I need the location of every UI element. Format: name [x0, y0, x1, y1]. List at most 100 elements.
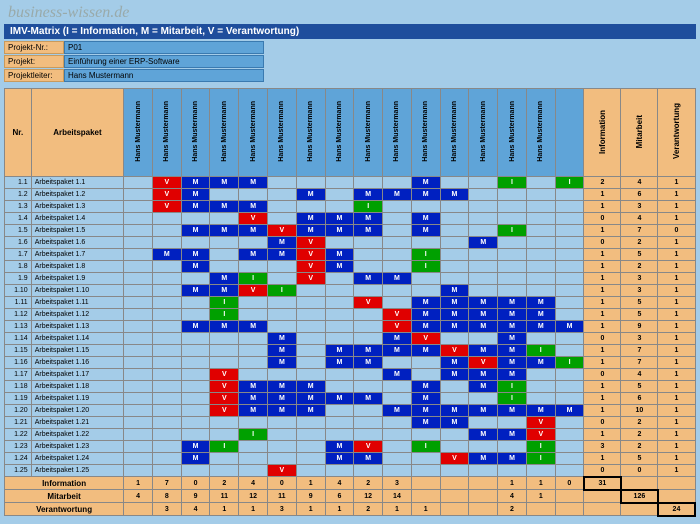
cell [411, 285, 440, 297]
cell [239, 261, 268, 273]
cell: V [210, 393, 239, 405]
leader-label: Projektleiter: [4, 69, 64, 82]
cell-nr: 1.23 [5, 441, 32, 453]
cell: V [268, 225, 297, 237]
table-row: 1.8Arbeitspaket 1.8MVMI121 [5, 261, 696, 273]
cell [239, 369, 268, 381]
cell-row-summary: 3 [621, 285, 658, 297]
cell: M [354, 273, 383, 285]
cell-nr: 1.6 [5, 237, 32, 249]
cell [124, 189, 153, 201]
cell-row-summary: 5 [621, 249, 658, 261]
cell: M [296, 213, 325, 225]
cell: I [210, 441, 239, 453]
cell [239, 417, 268, 429]
footer-total [621, 503, 658, 516]
cell [124, 309, 153, 321]
cell [411, 369, 440, 381]
cell-row-summary: 1 [584, 249, 621, 261]
cell [354, 237, 383, 249]
cell [469, 417, 498, 429]
cell: M [268, 237, 297, 249]
cell [152, 465, 181, 477]
cell [296, 321, 325, 333]
cell [440, 441, 469, 453]
cell-row-summary: 1 [658, 309, 695, 321]
footer-cell: 1 [526, 477, 555, 490]
cell [354, 429, 383, 441]
cell-row-summary: 1 [658, 357, 695, 369]
cell [555, 453, 584, 465]
cell: M [498, 453, 527, 465]
cell [411, 453, 440, 465]
cell [210, 237, 239, 249]
cell [124, 357, 153, 369]
cell: M [498, 321, 527, 333]
cell-row-summary: 0 [658, 225, 695, 237]
table-row: 1.23Arbeitspaket 1.23MIMVII321 [5, 441, 696, 453]
cell: V [296, 237, 325, 249]
cell [152, 333, 181, 345]
footer-cell [469, 490, 498, 503]
cell [210, 333, 239, 345]
cell [440, 465, 469, 477]
cell [354, 177, 383, 189]
cell-row-summary: 1 [658, 177, 695, 189]
cell [124, 321, 153, 333]
cell: M [354, 357, 383, 369]
cell-nr: 1.19 [5, 393, 32, 405]
cell-row-summary: 3 [621, 273, 658, 285]
footer-cell: 7 [152, 477, 181, 490]
footer-total [658, 490, 695, 503]
cell-nr: 1.1 [5, 177, 32, 189]
cell-row-summary: 1 [658, 201, 695, 213]
cell: M [411, 345, 440, 357]
cell [498, 189, 527, 201]
cell-ap: Arbeitspaket 1.8 [31, 261, 123, 273]
cell [440, 381, 469, 393]
cell-row-summary: 1 [658, 381, 695, 393]
cell [526, 189, 555, 201]
cell: M [181, 249, 210, 261]
cell: I [210, 297, 239, 309]
cell [383, 177, 412, 189]
cell-row-summary: 6 [621, 189, 658, 201]
footer-cell [526, 503, 555, 516]
cell [469, 393, 498, 405]
cell: M [354, 345, 383, 357]
cell [181, 297, 210, 309]
cell [498, 237, 527, 249]
footer-total [584, 490, 621, 503]
cell [325, 465, 354, 477]
cell: M [469, 297, 498, 309]
cell-row-summary: 1 [584, 273, 621, 285]
cell: M [411, 417, 440, 429]
cell-ap: Arbeitspaket 1.10 [31, 285, 123, 297]
cell-row-summary: 1 [584, 393, 621, 405]
footer-cell [469, 477, 498, 490]
cell [239, 333, 268, 345]
footer-cell: 14 [383, 490, 412, 503]
cell [325, 201, 354, 213]
cell [152, 453, 181, 465]
cell: M [498, 345, 527, 357]
cell-row-summary: 2 [584, 177, 621, 189]
cell [325, 321, 354, 333]
cell: M [383, 369, 412, 381]
cell: I [498, 177, 527, 189]
cell: V [440, 453, 469, 465]
cell: V [354, 297, 383, 309]
footer-cell: 3 [268, 503, 297, 516]
cell-row-summary: 5 [621, 381, 658, 393]
cell [268, 297, 297, 309]
footer-cell: 4 [181, 503, 210, 516]
cell [411, 357, 440, 369]
cell [325, 309, 354, 321]
cell: M [354, 189, 383, 201]
col-person: Hans Mustermann [210, 89, 239, 177]
cell-nr: 1.9 [5, 273, 32, 285]
cell: M [440, 417, 469, 429]
cell-ap: Arbeitspaket 1.11 [31, 297, 123, 309]
cell: I [411, 249, 440, 261]
cell [239, 297, 268, 309]
